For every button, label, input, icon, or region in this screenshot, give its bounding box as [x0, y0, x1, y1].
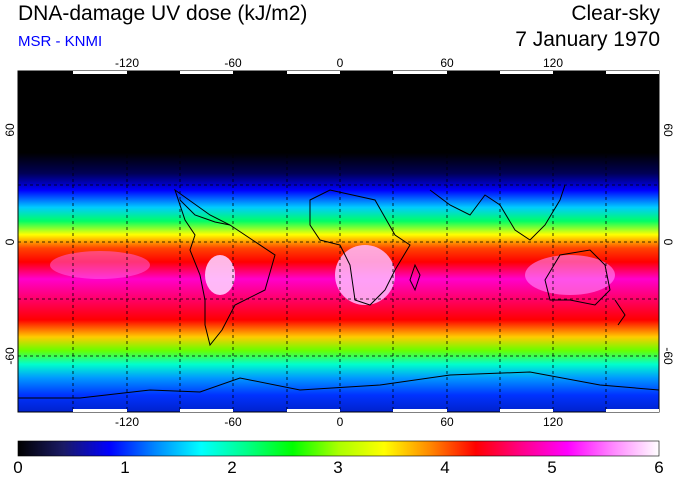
africa-high-uv [335, 245, 395, 305]
lon-tick-top: -120 [115, 56, 139, 70]
central-america-coast [179, 199, 231, 226]
lon-tick-bottom: 0 [337, 415, 344, 429]
andes-high-uv [205, 255, 235, 295]
lat-tick-left: 60 [3, 123, 17, 137]
lat-tick-left: 0 [3, 238, 17, 245]
pacific-high-uv [50, 251, 150, 279]
lon-tick-bottom: -60 [224, 415, 242, 429]
asia-coast [429, 184, 566, 241]
coastlines [18, 184, 659, 399]
lon-tick-bottom: 60 [440, 415, 454, 429]
new-zealand-coast [614, 299, 626, 326]
lon-tick-top: 0 [337, 56, 344, 70]
lon-tick-bottom: -120 [115, 415, 139, 429]
australia-coast [544, 249, 611, 306]
graticule [18, 71, 659, 412]
south-america-coast [174, 188, 276, 347]
data-source: MSR - KNMI [18, 33, 103, 50]
lon-tick-top: 60 [440, 56, 454, 70]
uv-field [18, 71, 659, 412]
lon-tick-top: 120 [543, 56, 563, 70]
chart-title: DNA-damage UV dose (kJ/m2) [18, 2, 308, 25]
lon-tick-top: -60 [224, 56, 242, 70]
lat-tick-right: 60 [661, 123, 675, 137]
lat-tick-right: -60 [661, 347, 675, 365]
colorbar-label: 1 [120, 458, 130, 477]
colorbar [17, 440, 660, 457]
antarctica-coast [18, 371, 659, 399]
colorbar-label: 2 [227, 458, 237, 477]
colorbar-label: 3 [333, 458, 343, 477]
lat-tick-right: 0 [661, 239, 675, 246]
lat-tick-left: -60 [3, 347, 17, 365]
sky-condition: Clear-sky [571, 2, 660, 25]
madagascar-coast [409, 263, 421, 292]
frame-ticks [73, 71, 659, 412]
africa-coast [309, 189, 411, 306]
colorbar-label: 0 [13, 458, 23, 477]
australia-high-uv [525, 255, 615, 295]
colorbar-label: 6 [654, 458, 664, 477]
colorbar-label: 4 [440, 458, 450, 477]
map-date: 7 January 1970 [515, 28, 660, 51]
colorbar-label: 5 [547, 458, 557, 477]
lon-tick-bottom: 120 [543, 415, 563, 429]
